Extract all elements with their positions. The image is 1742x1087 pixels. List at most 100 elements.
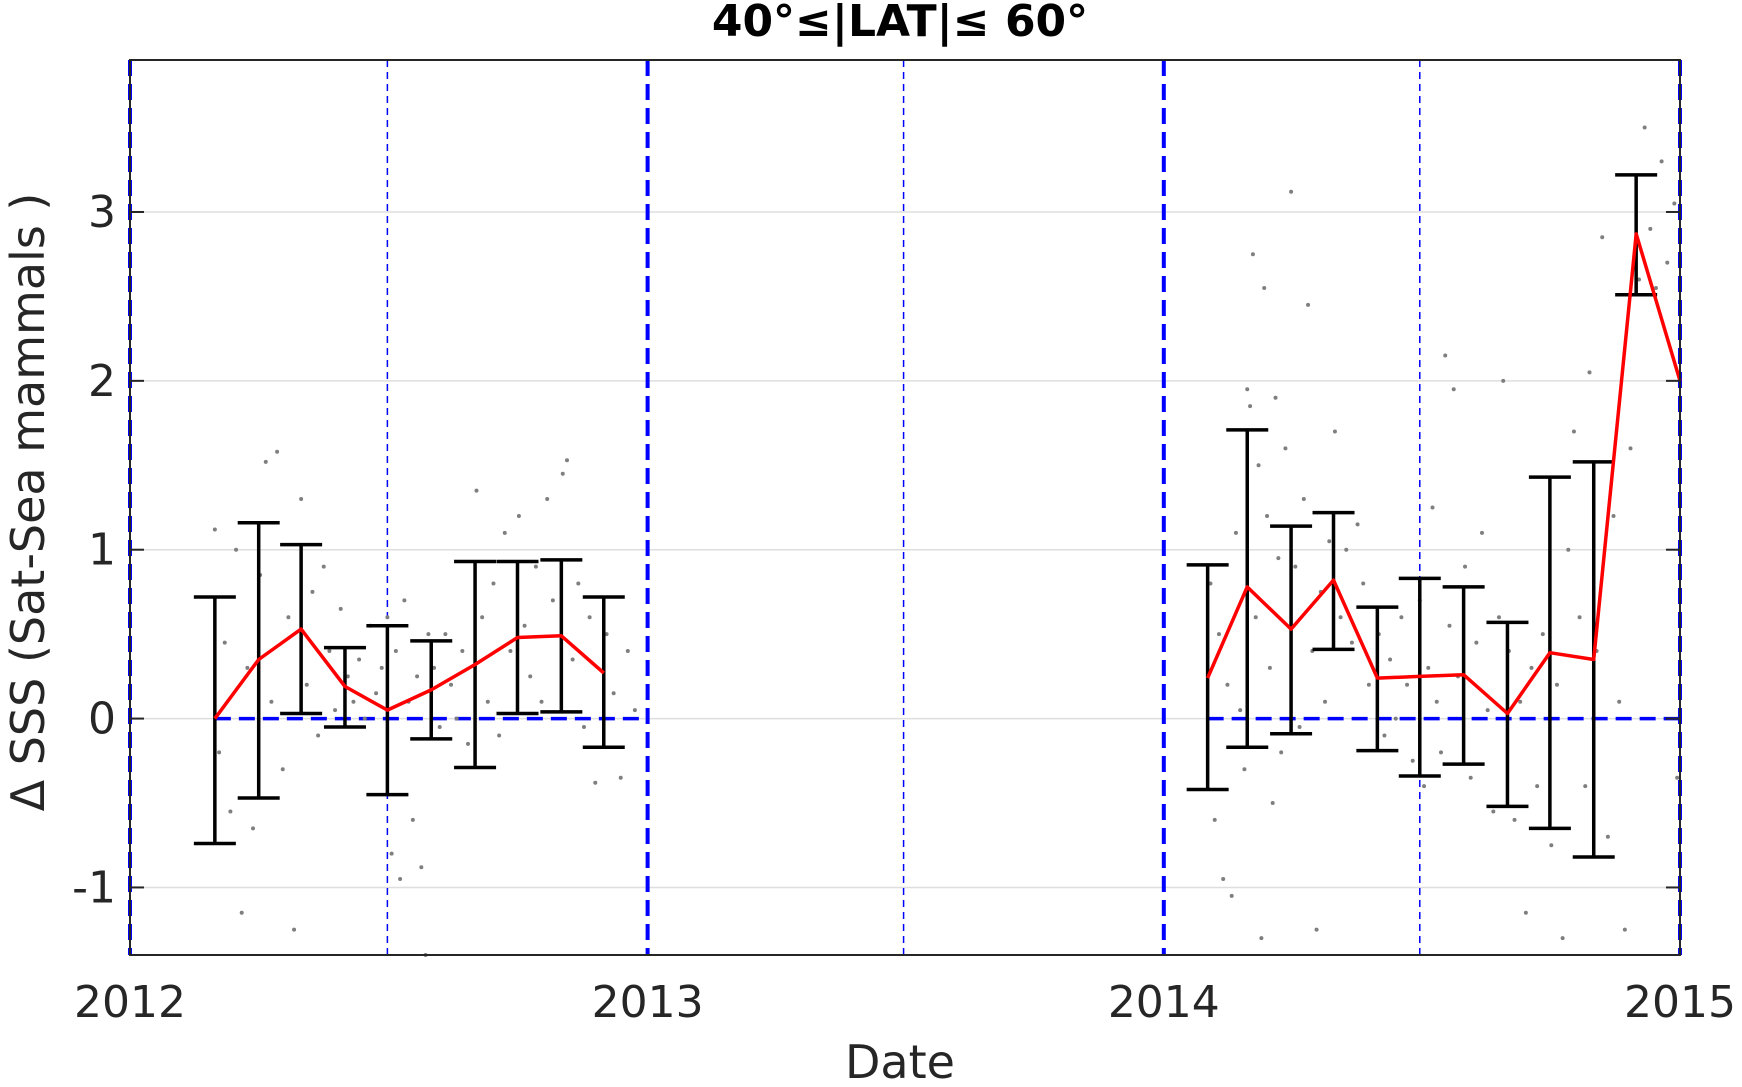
data-point [304, 682, 309, 687]
data-point [1221, 877, 1226, 882]
data-point [1399, 615, 1404, 620]
data-point [502, 530, 507, 535]
data-point [1648, 226, 1653, 231]
grid [130, 211, 1680, 889]
data-point [1560, 936, 1565, 941]
data-point [545, 497, 550, 502]
mean-series-line [213, 627, 605, 720]
data-point [550, 598, 555, 603]
y-tick-label: 0 [88, 694, 116, 745]
data-point [1491, 809, 1496, 814]
data-point [1265, 513, 1270, 518]
data-point [410, 817, 415, 822]
data-point [385, 615, 390, 620]
data-point [316, 733, 321, 738]
data-point [533, 564, 538, 569]
y-ticks: -1 0 1 2 3 [72, 187, 1680, 913]
data-point [419, 865, 424, 870]
data-point [263, 459, 268, 464]
data-point [1314, 927, 1319, 932]
data-point [1480, 530, 1485, 535]
data-point [1229, 893, 1234, 898]
data-point [1672, 201, 1677, 206]
data-point [497, 733, 502, 738]
data-point [432, 665, 437, 670]
data-point [443, 632, 448, 637]
data-point [1675, 775, 1680, 780]
data-point [1540, 632, 1545, 637]
data-point [564, 458, 569, 463]
data-point [1283, 446, 1288, 451]
data-point [1496, 615, 1501, 620]
data-point [1253, 615, 1258, 620]
data-point [402, 598, 407, 603]
data-point [474, 488, 479, 493]
data-point [1617, 699, 1622, 704]
data-point [1523, 910, 1528, 915]
data-point [275, 449, 280, 454]
data-point [228, 809, 233, 814]
data-point [1447, 623, 1452, 628]
data-point [1434, 699, 1439, 704]
data-point [539, 699, 544, 704]
data-point [251, 826, 256, 831]
data-point [1628, 446, 1633, 451]
data-point [1238, 708, 1243, 713]
data-point [1512, 817, 1517, 822]
data-point [449, 682, 454, 687]
y-tick-label: 2 [88, 356, 116, 407]
data-point [269, 699, 274, 704]
data-point [1332, 429, 1337, 434]
mean-series-line [1205, 232, 1682, 716]
data-point [1349, 640, 1354, 645]
data-point [1250, 252, 1255, 257]
data-point [1293, 564, 1298, 569]
data-point [286, 615, 291, 620]
data-point [426, 632, 431, 637]
data-point [321, 564, 326, 569]
error-bars [193, 173, 1658, 859]
data-point [1665, 260, 1670, 265]
data-point [1279, 750, 1284, 755]
data-point [1270, 801, 1275, 806]
data-point [570, 657, 575, 662]
x-tick-label: 2013 [592, 977, 704, 1028]
x-tick-label: 2012 [74, 977, 186, 1028]
data-point [1366, 682, 1371, 687]
data-point [1518, 699, 1523, 704]
scatter-points [212, 125, 1680, 957]
data-point [1583, 784, 1588, 789]
data-point [1611, 513, 1616, 518]
data-point [217, 750, 222, 755]
data-point [1577, 615, 1582, 620]
data-point [1438, 750, 1443, 755]
data-point [1405, 682, 1410, 687]
data-point [576, 581, 581, 586]
data-point [604, 632, 609, 637]
data-point [374, 691, 379, 696]
x-tick-label: 2014 [1108, 977, 1220, 1028]
data-point [1297, 725, 1302, 730]
data-point [1605, 834, 1610, 839]
data-point [1485, 708, 1490, 713]
data-point [1338, 615, 1343, 620]
data-point [1393, 716, 1398, 721]
data-point [454, 716, 459, 721]
data-point [1388, 657, 1393, 662]
data-point [1426, 665, 1431, 670]
data-point [1600, 235, 1605, 240]
data-point [491, 581, 496, 586]
data-point [1430, 505, 1435, 510]
data-point [333, 708, 338, 713]
data-point [1361, 581, 1366, 586]
data-point [1501, 378, 1506, 383]
data-point [1212, 817, 1217, 822]
data-point [1468, 775, 1473, 780]
data-point [625, 649, 630, 654]
data-point [1248, 404, 1253, 409]
data-point [528, 674, 533, 679]
data-point [618, 775, 623, 780]
data-point [338, 606, 343, 611]
y-axis-label: Δ SSS (Sat-Sea mammals ) [1, 193, 55, 812]
data-point [1636, 277, 1641, 282]
